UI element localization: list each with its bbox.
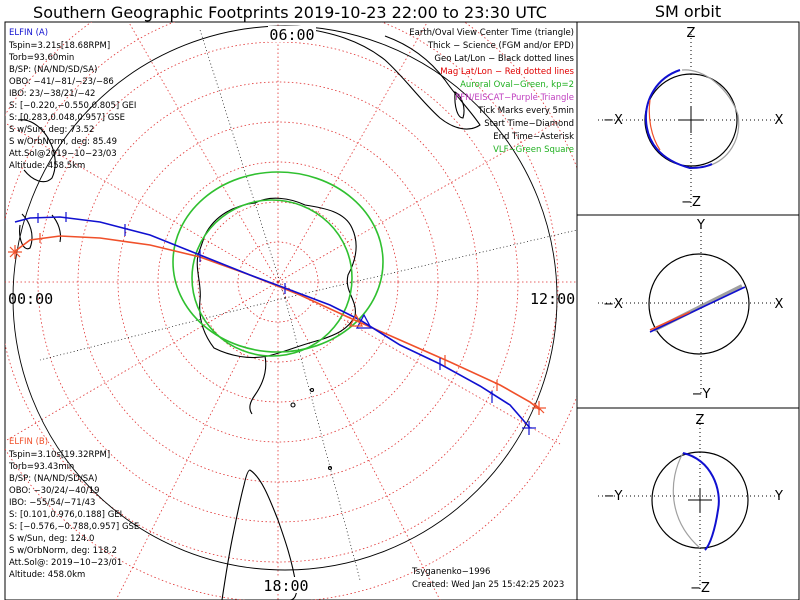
elfin-b-line: B/SP: (NA/ND/SD/SA) — [9, 474, 97, 484]
elfin-a-name: ELFIN (A) — [9, 28, 48, 38]
orbit-a-path — [644, 69, 713, 170]
model-credit: Tsyganenko−1996 — [411, 567, 490, 577]
elfin-a-line: Altitude: 458.5km — [9, 161, 85, 171]
legend-item: Tick Marks every 5min — [477, 106, 574, 116]
elfin-a-line: OBO: −41/−81/−23/−86 — [9, 77, 114, 87]
legend-item: Auroral Oval−Green, kp=2 — [460, 80, 574, 90]
legend: Earth/Oval View Center Time (triangle) T… — [409, 28, 574, 155]
auroral-oval — [172, 171, 384, 357]
elfin-b-line: Altitude: 458.0km — [9, 570, 85, 580]
orbit-title: SM orbit — [655, 2, 721, 21]
orbit-panel-frame — [576, 407, 800, 600]
elfin-a-line: S w/OrbNorm, deg: 85.49 — [9, 137, 117, 147]
elfin-a-line: Torb=93.60min — [8, 53, 74, 63]
mag-longitude-grid — [5, 22, 577, 600]
orbit-axis-label-right: X — [775, 113, 784, 128]
legend-item: PFN/EISCAT−Purple Triangle — [455, 93, 574, 103]
elfin-a-line: Tspin=3.21s[18.68RPM] — [8, 41, 110, 51]
legend-item: End Time−Asterisk — [493, 132, 574, 142]
orbit-a-path — [649, 286, 746, 333]
elfin-a-line: B/SP: (NA/ND/SD/SA) — [9, 65, 97, 75]
legend-item: Thick − Science (FGM and/or EPD) — [427, 41, 574, 51]
orbit-axis-label-top: Z — [687, 26, 696, 41]
orbit-b-science — [648, 99, 661, 151]
legend-item: Start Time−Diamond — [484, 119, 574, 129]
orbit-b-path — [672, 452, 701, 549]
orbit-axis-label-right: Y — [774, 489, 783, 504]
elfin-b-line: S: [0.101,0.976,0.188] GEI — [9, 510, 122, 520]
created-timestamp: Created: Wed Jan 25 15:42:25 2023 — [412, 580, 564, 590]
orbit-axis-label-left: −X — [603, 113, 623, 128]
elfin-a-line: Att.Sol@2019−10−23/03 — [9, 149, 117, 159]
plot-title: Southern Geographic Footprints 2019-10-2… — [33, 3, 547, 22]
orbit-b-path — [681, 69, 740, 167]
elfin-a-line: S: [−0.220,−0.550,0.805] GEI — [9, 101, 136, 111]
elfin-a-line: IBO: 23/−38/21/−42 — [9, 89, 95, 99]
orbit-axis-label-left: −Y — [604, 489, 623, 504]
view-center-triangle — [348, 313, 373, 329]
elfin-b-line: OBO: −30/24/−40/19 — [9, 486, 100, 496]
polar-map: 06:00 00:00 12:00 18:00 ELFIN (A) Tspin=… — [4, 21, 578, 600]
legend-item: VLF−Green Square — [493, 145, 574, 155]
orbit-axis-label-left: −X — [603, 297, 623, 312]
orbit-panel-yz: Z −Z −Y Y — [576, 407, 800, 600]
orbit-axis-label-bottom: −Z — [681, 195, 701, 210]
elfin-b-name: ELFIN (B) — [9, 437, 48, 447]
clock-label-top: 06:00 — [269, 26, 314, 44]
orbit-axis-label-right: X — [775, 297, 784, 312]
elfin-b-line: S w/OrbNorm, deg: 118.2 — [9, 546, 117, 556]
orbit-b-science — [649, 311, 691, 331]
elfin-b-track — [13, 235, 541, 411]
elfin-b-line: S w/Sun, deg: 124.0 — [9, 534, 94, 544]
clock-label-bottom: 18:00 — [263, 577, 308, 595]
orbit-axis-label-top: Y — [696, 218, 705, 233]
elfin-b-line: Tspin=3.10s[19.32RPM] — [8, 450, 110, 460]
clock-label-bg — [268, 26, 316, 42]
clock-label-right: 12:00 — [530, 290, 575, 308]
orbit-axis-label-bottom: −Y — [692, 387, 711, 402]
earth-circle — [648, 253, 750, 355]
elfin-b-line: IBO: −55/54/−71/43 — [9, 498, 95, 508]
orbit-axis-label-bottom: −Z — [690, 581, 710, 596]
elfin-b-info: ELFIN (B) Tspin=3.10s[19.32RPM] Torb=93.… — [8, 437, 139, 580]
elfin-b-line: S: [−0.576,−0.788,0.957] GSE — [9, 522, 139, 532]
legend-item: Mag Lat/Lon − Red dotted lines — [440, 67, 574, 77]
orbit-panel-xz: Z −Z −X X — [576, 21, 800, 216]
elfin-a-line: S w/Sun, deg: 73.52 — [9, 125, 94, 135]
orbit-axis-label-top: Z — [696, 413, 705, 428]
elfin-a-track — [14, 216, 531, 429]
end-asterisk — [8, 245, 546, 435]
orbit-a-path — [682, 452, 720, 551]
track-ticks — [37, 212, 498, 403]
elfin-b-line: Att.Sol@: 2019−10−23/01 — [9, 558, 122, 568]
legend-item: Geo Lat/Lon − Black dotted lines — [434, 54, 574, 64]
clock-label-bg — [262, 577, 310, 593]
elfin-a-line: S: [0.283,0.048,0.957] GSE — [9, 113, 125, 123]
legend-item: Earth/Oval View Center Time (triangle) — [409, 28, 574, 38]
elfin-b-line: Torb=93.43min — [8, 462, 74, 472]
elfin-a-info: ELFIN (A) Tspin=3.21s[18.68RPM] Torb=93.… — [8, 28, 136, 171]
clock-label-left: 00:00 — [8, 290, 53, 308]
orbit-panel-xy: Y −Y −X X — [576, 214, 800, 409]
